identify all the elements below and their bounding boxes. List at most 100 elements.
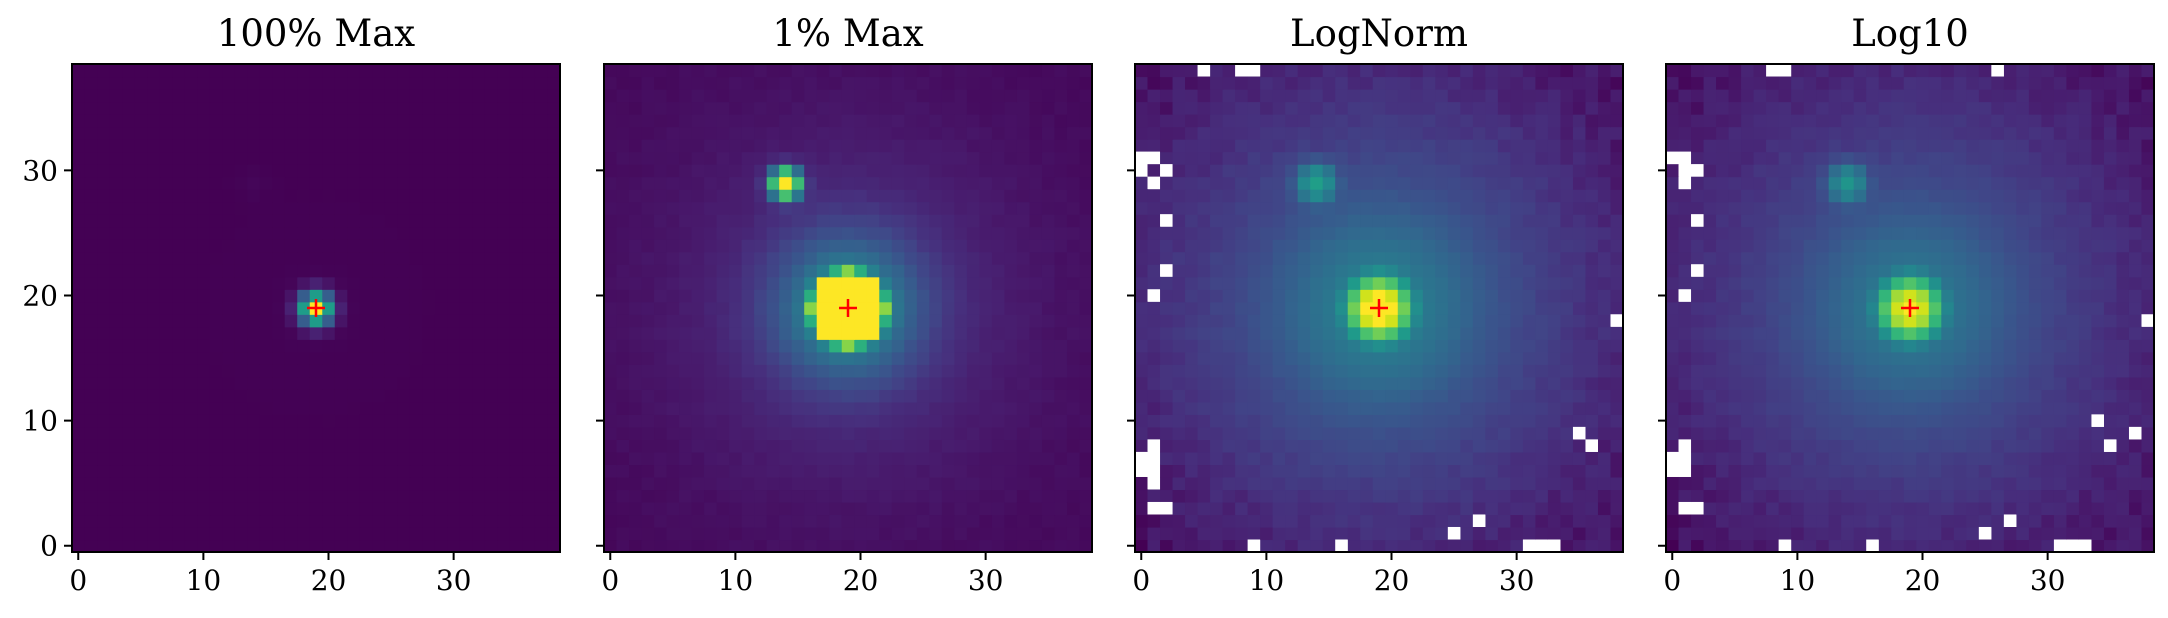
heatmap-pixel bbox=[509, 64, 524, 78]
heatmap-pixel bbox=[804, 76, 818, 90]
heatmap-pixel bbox=[1029, 451, 1043, 466]
heatmap-pixel bbox=[1472, 439, 1486, 453]
heatmap-pixel bbox=[866, 426, 880, 440]
heatmap-pixel bbox=[629, 201, 643, 215]
heatmap-pixel bbox=[1522, 76, 1537, 90]
heatmap-pixel bbox=[322, 426, 336, 440]
heatmap-pixel bbox=[322, 164, 336, 178]
heatmap-pixel bbox=[691, 289, 705, 303]
heatmap-pixel bbox=[122, 76, 136, 90]
heatmap-pixel bbox=[791, 464, 805, 478]
heatmap-pixel bbox=[1172, 539, 1186, 553]
heatmap-pixel bbox=[72, 526, 86, 541]
heatmap-pixel bbox=[84, 251, 98, 265]
heatmap-pixel bbox=[1210, 201, 1224, 215]
heatmap-pixel bbox=[322, 176, 336, 190]
heatmap-pixel bbox=[1066, 151, 1081, 165]
heatmap-pixel bbox=[779, 376, 793, 390]
heatmap-pixel bbox=[716, 426, 730, 440]
heatmap-pixel bbox=[1572, 489, 1587, 503]
heatmap-pixel bbox=[704, 251, 718, 265]
heatmap-pixel bbox=[754, 364, 768, 378]
heatmap-pixel bbox=[816, 451, 830, 466]
heatmap-pixel bbox=[629, 489, 643, 503]
heatmap-pixel bbox=[604, 164, 618, 178]
heatmap-pixel bbox=[109, 89, 123, 103]
heatmap-pixel bbox=[1185, 201, 1199, 215]
heatmap-pixel bbox=[1866, 439, 1880, 453]
heatmap-pixel bbox=[1210, 289, 1224, 303]
heatmap-pixel bbox=[197, 376, 211, 390]
heatmap-pixel bbox=[122, 351, 136, 365]
heatmap-pixel bbox=[1041, 114, 1056, 128]
heatmap-pixel bbox=[2128, 476, 2143, 491]
heatmap-pixel bbox=[534, 189, 549, 203]
heatmap-pixel bbox=[1891, 526, 1905, 541]
heatmap-pixel bbox=[1272, 189, 1286, 203]
heatmap-pixel bbox=[1510, 151, 1524, 165]
heatmap-pixel bbox=[616, 376, 630, 390]
heatmap-pixel bbox=[2116, 476, 2130, 491]
masked-pixel bbox=[1147, 439, 1161, 452]
heatmap-pixel bbox=[1041, 289, 1056, 303]
heatmap-pixel bbox=[197, 114, 211, 128]
heatmap-pixel bbox=[1185, 89, 1199, 103]
heatmap-pixel bbox=[1197, 114, 1211, 128]
heatmap-pixel bbox=[322, 464, 336, 478]
heatmap-pixel bbox=[297, 351, 311, 365]
heatmap-pixel bbox=[1310, 276, 1324, 290]
heatmap-pixel bbox=[979, 89, 993, 103]
heatmap-pixel bbox=[297, 151, 311, 165]
heatmap-pixel bbox=[309, 414, 323, 428]
heatmap-pixel bbox=[1285, 289, 1299, 303]
heatmap-pixel bbox=[966, 189, 980, 203]
heatmap-pixel bbox=[2078, 451, 2093, 466]
heatmap-pixel bbox=[447, 251, 461, 265]
heatmap-pixel bbox=[954, 101, 968, 115]
heatmap-pixel bbox=[384, 114, 398, 128]
heatmap-pixel bbox=[247, 226, 261, 240]
heatmap-pixel bbox=[547, 101, 561, 115]
heatmap-pixel bbox=[816, 426, 830, 440]
heatmap-pixel bbox=[484, 301, 499, 315]
heatmap-pixel bbox=[1485, 339, 1499, 353]
heatmap-pixel bbox=[309, 76, 323, 90]
y-tick-label: 20 bbox=[22, 279, 58, 312]
heatmap-pixel bbox=[1510, 226, 1524, 240]
heatmap-pixel bbox=[534, 301, 549, 315]
heatmap-pixel bbox=[816, 239, 830, 253]
heatmap-pixel bbox=[866, 439, 880, 453]
heatmap-pixel bbox=[1147, 414, 1161, 428]
heatmap-pixel bbox=[1535, 239, 1549, 253]
heatmap-pixel bbox=[741, 176, 755, 190]
heatmap-pixel bbox=[197, 489, 211, 503]
heatmap-pixel bbox=[459, 464, 474, 478]
heatmap-pixel bbox=[979, 126, 993, 140]
heatmap-pixel bbox=[1247, 451, 1261, 466]
heatmap-pixel bbox=[1197, 151, 1211, 165]
heatmap-pixel bbox=[72, 326, 86, 340]
heatmap-pixel bbox=[1260, 439, 1274, 453]
heatmap-pixel bbox=[654, 89, 668, 103]
heatmap-pixel bbox=[1297, 114, 1311, 128]
heatmap-pixel bbox=[879, 289, 893, 303]
heatmap-pixel bbox=[766, 451, 780, 466]
heatmap-pixel bbox=[1535, 264, 1549, 278]
heatmap-pixel bbox=[147, 114, 161, 128]
heatmap-pixel bbox=[509, 114, 524, 128]
heatmap-pixel bbox=[1135, 426, 1149, 440]
heatmap-pixel bbox=[1372, 464, 1386, 478]
heatmap-pixel bbox=[247, 539, 261, 553]
heatmap-pixel bbox=[284, 114, 298, 128]
heatmap-pixel bbox=[322, 389, 336, 403]
heatmap-pixel bbox=[629, 339, 643, 353]
heatmap-pixel bbox=[629, 326, 643, 340]
heatmap-pixel bbox=[604, 326, 618, 340]
center-marker bbox=[307, 299, 325, 317]
heatmap-pixel bbox=[472, 501, 486, 516]
heatmap-pixel bbox=[347, 89, 361, 103]
heatmap-pixel bbox=[522, 64, 536, 78]
heatmap-pixel bbox=[954, 339, 968, 353]
heatmap-pixel bbox=[1297, 101, 1311, 115]
heatmap-pixel bbox=[522, 339, 536, 353]
